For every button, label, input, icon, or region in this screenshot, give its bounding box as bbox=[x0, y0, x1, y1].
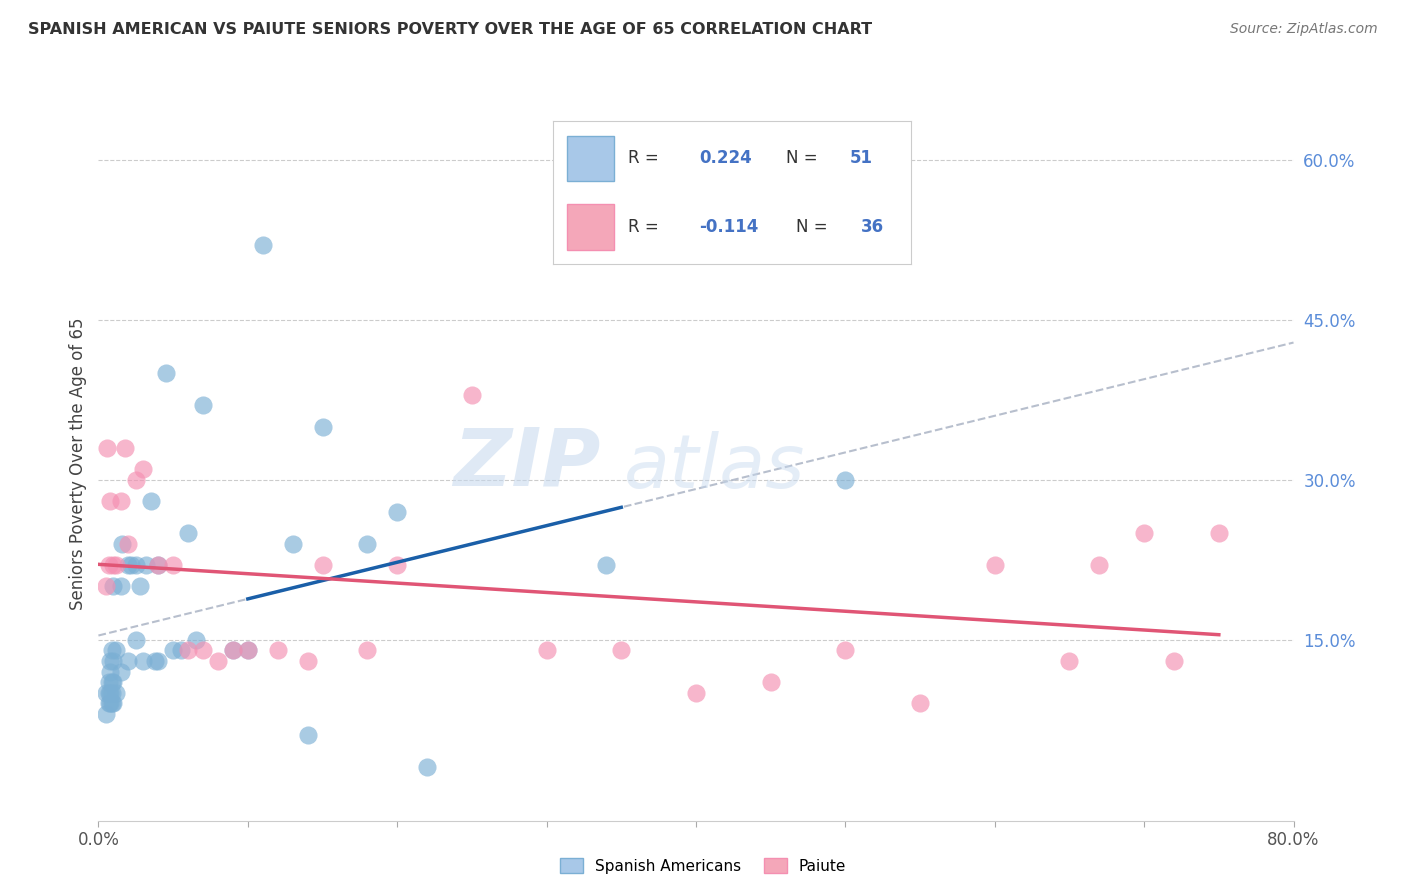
Point bbox=[132, 462, 155, 476]
Point bbox=[117, 558, 139, 572]
Point bbox=[685, 686, 707, 700]
Text: SPANISH AMERICAN VS PAIUTE SENIORS POVERTY OVER THE AGE OF 65 CORRELATION CHART: SPANISH AMERICAN VS PAIUTE SENIORS POVER… bbox=[28, 22, 872, 37]
Point bbox=[297, 728, 319, 742]
Point bbox=[148, 558, 170, 572]
Point bbox=[97, 675, 120, 690]
Point bbox=[105, 643, 128, 657]
Point bbox=[125, 473, 148, 487]
Point bbox=[207, 654, 229, 668]
Point bbox=[101, 697, 124, 711]
Point bbox=[236, 643, 259, 657]
Point bbox=[100, 686, 122, 700]
Point bbox=[110, 665, 132, 679]
Point bbox=[356, 643, 378, 657]
Point bbox=[110, 494, 132, 508]
Point bbox=[297, 654, 319, 668]
Point bbox=[97, 686, 120, 700]
Point bbox=[129, 579, 152, 593]
Point bbox=[94, 707, 117, 722]
Point bbox=[834, 643, 856, 657]
Point bbox=[461, 387, 484, 401]
Point bbox=[125, 632, 148, 647]
Point bbox=[103, 697, 125, 711]
Point bbox=[105, 686, 128, 700]
Point bbox=[222, 643, 245, 657]
Point bbox=[103, 579, 125, 593]
Point bbox=[155, 367, 177, 381]
Point bbox=[148, 654, 170, 668]
Point bbox=[148, 558, 170, 572]
Point bbox=[984, 558, 1007, 572]
Point bbox=[110, 579, 132, 593]
Point bbox=[101, 675, 124, 690]
Point bbox=[1059, 654, 1081, 668]
Point bbox=[177, 643, 200, 657]
Y-axis label: Seniors Poverty Over the Age of 65: Seniors Poverty Over the Age of 65 bbox=[69, 318, 87, 610]
Point bbox=[143, 654, 166, 668]
Point bbox=[267, 643, 290, 657]
Point bbox=[385, 558, 409, 572]
Point bbox=[100, 697, 122, 711]
Point bbox=[162, 643, 184, 657]
Point bbox=[94, 579, 117, 593]
Point bbox=[100, 654, 122, 668]
Point bbox=[97, 697, 120, 711]
Point bbox=[385, 505, 409, 519]
Point bbox=[114, 441, 136, 455]
Point bbox=[236, 643, 259, 657]
Point bbox=[125, 558, 148, 572]
Text: atlas: atlas bbox=[624, 432, 806, 503]
Point bbox=[103, 675, 125, 690]
Point bbox=[162, 558, 184, 572]
Point bbox=[101, 643, 124, 657]
Point bbox=[96, 441, 118, 455]
Point bbox=[169, 643, 191, 657]
Point bbox=[356, 537, 378, 551]
Point bbox=[120, 558, 142, 572]
Point bbox=[101, 686, 124, 700]
Point bbox=[252, 238, 274, 252]
Point bbox=[100, 665, 122, 679]
Point bbox=[759, 675, 782, 690]
Point bbox=[610, 643, 633, 657]
Point bbox=[1163, 654, 1185, 668]
Point bbox=[834, 473, 856, 487]
Point bbox=[536, 643, 558, 657]
Legend: Spanish Americans, Paiute: Spanish Americans, Paiute bbox=[554, 852, 852, 880]
Point bbox=[132, 654, 155, 668]
Point bbox=[1133, 526, 1156, 541]
Point bbox=[177, 526, 200, 541]
Point bbox=[222, 643, 245, 657]
Point bbox=[416, 760, 439, 774]
Text: Source: ZipAtlas.com: Source: ZipAtlas.com bbox=[1230, 22, 1378, 37]
Point bbox=[1088, 558, 1111, 572]
Point bbox=[105, 558, 128, 572]
Point bbox=[94, 686, 117, 700]
Point bbox=[184, 632, 207, 647]
Point bbox=[97, 558, 120, 572]
Point bbox=[117, 654, 139, 668]
Text: ZIP: ZIP bbox=[453, 425, 600, 503]
Point bbox=[281, 537, 304, 551]
Point bbox=[908, 697, 931, 711]
Point bbox=[139, 494, 162, 508]
Point bbox=[1208, 526, 1230, 541]
Point bbox=[191, 398, 214, 412]
Point bbox=[311, 419, 333, 434]
Point bbox=[595, 558, 617, 572]
Point bbox=[103, 654, 125, 668]
Point bbox=[103, 558, 125, 572]
Point bbox=[100, 494, 122, 508]
Point bbox=[135, 558, 157, 572]
Point bbox=[117, 537, 139, 551]
Point bbox=[311, 558, 333, 572]
Point bbox=[111, 537, 134, 551]
Point bbox=[191, 643, 214, 657]
